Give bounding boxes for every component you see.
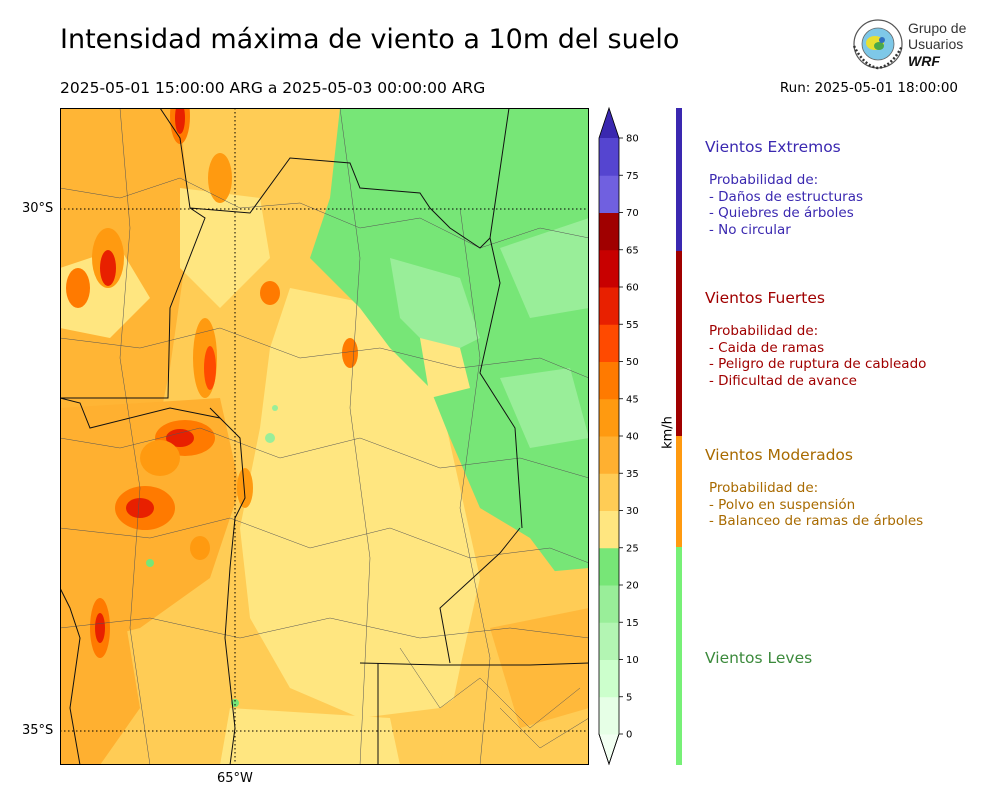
colorbar-tick-label: 10 <box>626 655 639 666</box>
category-title-moderate: Vientos Moderados <box>705 446 853 464</box>
colorbar-segment <box>599 510 619 549</box>
province-borders <box>60 108 589 765</box>
colorbar-segment <box>599 659 619 698</box>
map-title: Intensidad máxima de viento a 10m del su… <box>60 24 680 55</box>
colorbar-segment <box>599 175 619 213</box>
colorbar-tick-label: 45 <box>626 394 639 405</box>
colorbar-tick-label: 55 <box>626 320 639 331</box>
colorbar-over-arrow <box>599 108 619 138</box>
colorbar-tick-label: 15 <box>626 618 639 629</box>
graticule <box>60 108 589 765</box>
colorbar-tick-label: 25 <box>626 543 639 554</box>
colorbar-tick-label: 50 <box>626 357 639 368</box>
colorbar-segment <box>599 585 619 623</box>
category-bar-moderate <box>676 436 682 547</box>
colorbar-segment <box>599 212 619 251</box>
logo-text-2: Usuarios <box>908 36 963 52</box>
category-bar-strong <box>676 251 682 436</box>
colorbar-tick-label: 80 <box>626 134 639 145</box>
colorbar-tick-label: 75 <box>626 171 639 182</box>
colorbar: 0 5 10 15 20 25 30 35 40 45 50 55 60 65 70 75 80 <box>598 106 639 766</box>
colorbar-segment <box>599 287 619 325</box>
colorbar-tick-label: 30 <box>626 506 639 517</box>
colorbar-segment <box>599 324 619 362</box>
colorbar-segment <box>599 249 619 288</box>
lat-label-35s: 35°S <box>22 723 54 738</box>
colorbar-segment <box>599 547 619 586</box>
logo-text-3: WRF <box>908 53 940 69</box>
category-title-strong: Vientos Fuertes <box>705 289 825 307</box>
category-title-extreme: Vientos Extremos <box>705 138 841 156</box>
colorbar-segment <box>599 473 619 511</box>
category-desc-extreme: Probabilidad de: - Daños de estructuras … <box>709 172 864 238</box>
colorbar-segment <box>599 436 619 474</box>
wind-field <box>60 108 589 765</box>
category-title-light: Vientos Leves <box>705 649 813 667</box>
colorbar-segment <box>599 138 619 176</box>
colorbar-under-arrow <box>598 733 620 766</box>
colorbar-tick-label: 20 <box>626 581 639 592</box>
colorbar-tick-label: 35 <box>626 469 639 480</box>
colorbar-segment <box>599 622 619 660</box>
category-desc-moderate: Probabilidad de: - Polvo en suspensión -… <box>709 480 924 529</box>
wrf-logo: Grupo de Usuarios WRF <box>852 19 967 70</box>
logo-text-1: Grupo de <box>908 20 967 36</box>
category-bar-light <box>676 547 682 765</box>
colorbar-tick-label: 60 <box>626 283 639 294</box>
colorbar-tick-label: 40 <box>626 432 639 443</box>
colorbar-segment <box>599 696 619 735</box>
colorbar-segment <box>599 398 619 437</box>
colorbar-tick-label: 0 <box>626 730 632 741</box>
run-time: Run: 2025-05-01 18:00:00 <box>779 80 958 96</box>
colorbar-tick-label: 65 <box>626 245 639 256</box>
valid-period: 2025-05-01 15:00:00 ARG a 2025-05-03 00:… <box>60 79 486 97</box>
wind-map <box>60 108 589 765</box>
lat-label-30s: 30°S <box>22 201 54 216</box>
category-bar <box>676 108 682 765</box>
colorbar-tick-label: 5 <box>626 692 632 703</box>
colorbar-tick-label: 70 <box>626 208 639 219</box>
department-borders <box>60 108 589 765</box>
lon-label-65w: 65°W <box>217 771 253 786</box>
colorbar-unit-label: km/h <box>660 416 676 449</box>
colorbar-segment <box>599 361 619 400</box>
category-bar-extreme <box>676 108 682 251</box>
globe-icon <box>852 19 904 70</box>
category-desc-strong: Probabilidad de: - Caida de ramas - Peli… <box>709 323 927 389</box>
